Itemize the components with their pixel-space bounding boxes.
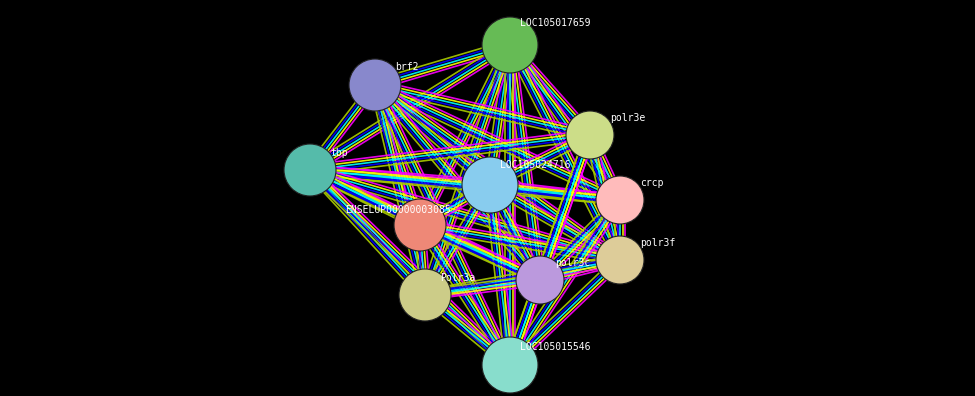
Text: polr3c: polr3c <box>555 258 590 268</box>
Circle shape <box>566 111 614 159</box>
Circle shape <box>482 337 538 393</box>
Text: polr3e: polr3e <box>610 113 645 123</box>
Circle shape <box>462 157 518 213</box>
Circle shape <box>482 17 538 73</box>
Circle shape <box>516 256 564 304</box>
Text: LOC105015546: LOC105015546 <box>520 342 591 352</box>
Circle shape <box>596 236 644 284</box>
Text: Polr3a: Polr3a <box>440 273 475 283</box>
Text: polr3f: polr3f <box>640 238 676 248</box>
Text: brf2: brf2 <box>395 62 418 72</box>
Text: tbp: tbp <box>330 148 348 158</box>
Circle shape <box>394 199 446 251</box>
Text: crcp: crcp <box>640 178 664 188</box>
Text: LOC105017659: LOC105017659 <box>520 18 591 28</box>
Circle shape <box>284 144 336 196</box>
Text: ENSELUP00000003085: ENSELUP00000003085 <box>345 205 450 215</box>
Text: LOC105024716: LOC105024716 <box>500 160 570 170</box>
Circle shape <box>349 59 401 111</box>
Circle shape <box>399 269 451 321</box>
Circle shape <box>596 176 644 224</box>
